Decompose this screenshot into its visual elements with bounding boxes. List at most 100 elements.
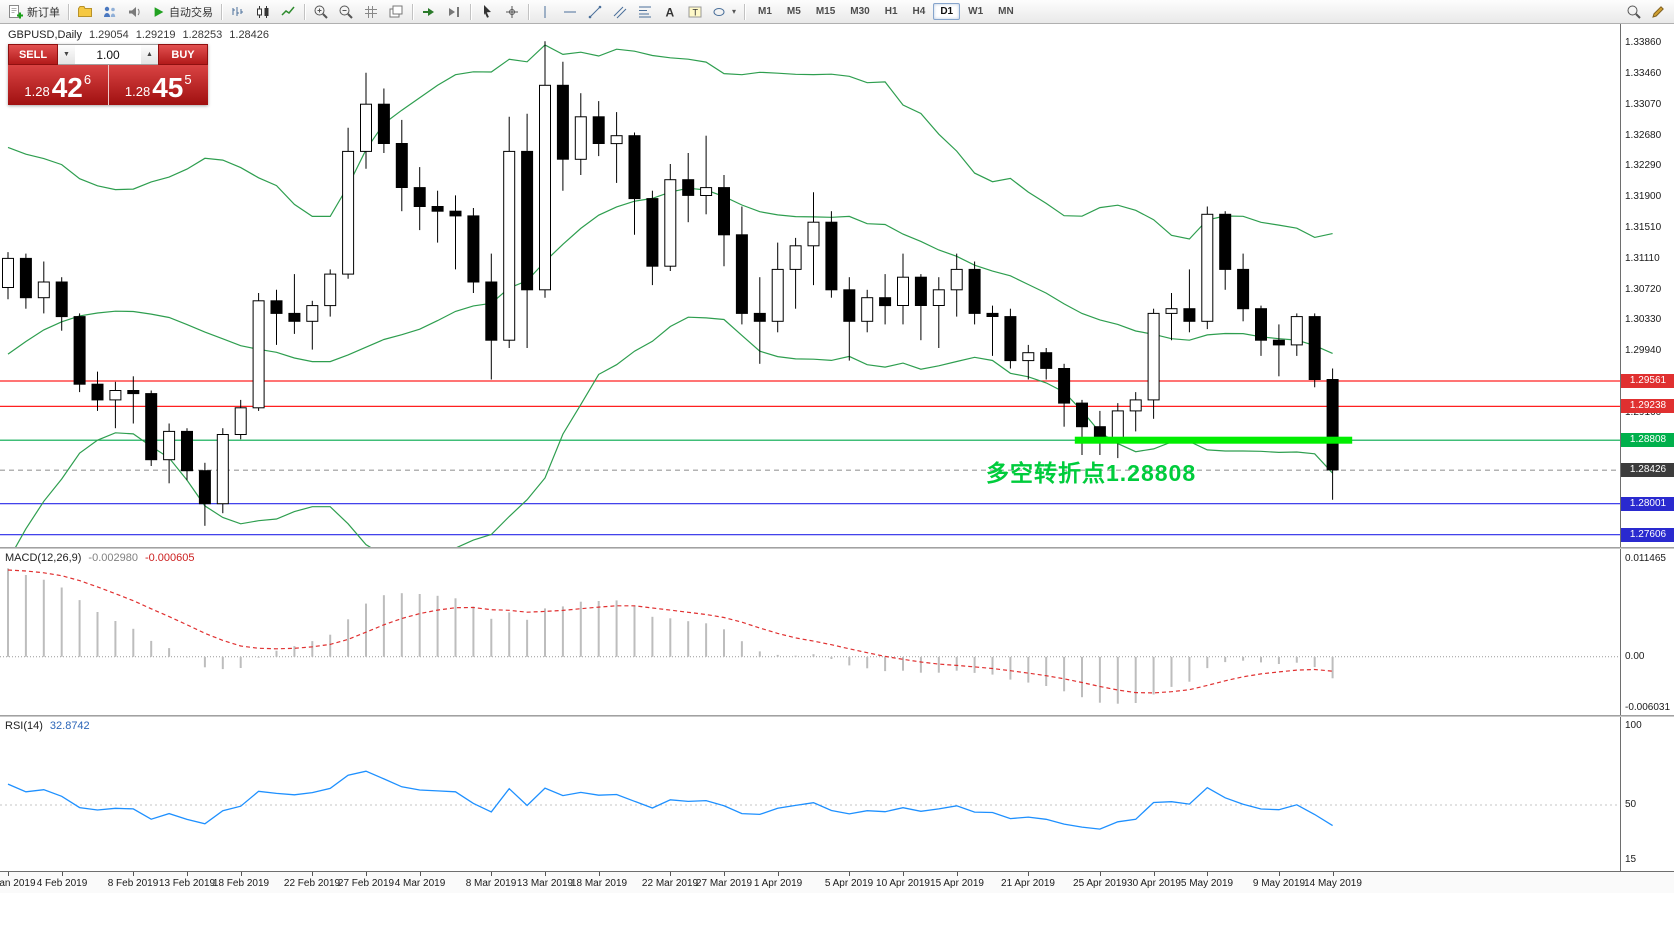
candle-body — [682, 179, 695, 196]
new-order-label: 新订单 — [27, 6, 60, 19]
buy-button[interactable]: BUY — [158, 44, 208, 65]
price-level-badge: 1.29561 — [1621, 374, 1674, 388]
macd-axis-tick: 0.011465 — [1625, 553, 1666, 564]
timeframe-button-mn[interactable]: MN — [998, 6, 1014, 17]
shapes-tool-button[interactable]: ▾ — [708, 2, 740, 22]
trendline-tool-button[interactable] — [583, 2, 607, 22]
shapes-icon — [713, 7, 725, 16]
candle-body — [753, 312, 766, 322]
candle-body — [127, 390, 140, 395]
open-value: 1.29054 — [88, 29, 129, 41]
time-axis-tickmark — [1279, 872, 1280, 876]
timeframe-button-m1[interactable]: M1 — [758, 6, 772, 17]
bar-chart-button[interactable] — [226, 2, 250, 22]
timeframe-button-m15[interactable]: M15 — [815, 6, 836, 17]
text-label-tool-button[interactable]: T — [683, 2, 707, 22]
fibonacci-tool-button[interactable] — [633, 2, 657, 22]
new-order-button[interactable]: 新订单 — [4, 2, 64, 22]
rsi-name: RSI(14) — [5, 720, 43, 732]
trendline-icon — [588, 5, 602, 18]
candle-body — [413, 187, 426, 208]
alerts-button[interactable] — [123, 2, 147, 22]
time-axis-tickmark — [670, 872, 671, 876]
timeframe-button-d1[interactable]: D1 — [933, 3, 961, 20]
close-value: 1.28426 — [229, 29, 270, 41]
edit-button[interactable] — [1646, 2, 1670, 22]
support-zone-highlight[interactable] — [1074, 436, 1353, 444]
toolbar-separator — [68, 3, 69, 20]
horizontal-line-icon — [564, 11, 576, 12]
auto-trading-button[interactable]: 自动交易 — [148, 2, 217, 22]
price-axis-tick: 1.30720 — [1625, 284, 1662, 295]
time-axis-label: 30 Jan 2019 — [0, 878, 36, 889]
candle-body — [216, 434, 229, 505]
crosshair-button[interactable] — [500, 2, 524, 22]
buy-price-point: 5 — [184, 72, 192, 87]
time-axis-tickmark — [903, 872, 904, 876]
time-axis-tickmark — [1100, 872, 1101, 876]
sell-button[interactable]: SELL — [8, 44, 58, 65]
price-axis-tick: 1.31900 — [1625, 191, 1662, 202]
candle-body — [843, 289, 856, 322]
candle-body — [646, 198, 659, 267]
time-axis-label: 4 Feb 2019 — [36, 878, 88, 889]
candle-body — [377, 103, 390, 144]
volume-input[interactable] — [75, 45, 141, 64]
time-axis-label: 30 Apr 2019 — [1127, 878, 1181, 889]
sell-price-prefix: 1.28 — [24, 84, 50, 100]
candle-body — [485, 281, 498, 341]
cursor-button[interactable] — [475, 2, 499, 22]
candle-body — [1308, 316, 1321, 381]
candle-body — [1219, 213, 1232, 270]
zoom-in-button[interactable] — [309, 2, 333, 22]
candle-body — [198, 470, 211, 505]
market-watch-icon — [104, 6, 116, 17]
price-chart-panel[interactable] — [0, 24, 1620, 547]
market-watch-button[interactable] — [98, 2, 122, 22]
rsi-indicator-panel[interactable] — [0, 717, 1620, 871]
buy-price-button[interactable]: 1.28 45 5 — [108, 65, 208, 105]
volume-up-button[interactable]: ▲ — [141, 44, 158, 65]
timeframe-button-m5[interactable]: M5 — [786, 6, 801, 17]
high-value: 1.29219 — [135, 29, 176, 41]
indicator-separator[interactable] — [0, 715, 1674, 717]
equidistant-channel-tool-button[interactable] — [608, 2, 632, 22]
macd-indicator-panel[interactable] — [0, 549, 1620, 715]
candle-body — [360, 103, 372, 152]
timeframe-button-h4[interactable]: H4 — [912, 6, 926, 17]
chart-shift-button[interactable] — [442, 2, 466, 22]
indicator-separator[interactable] — [0, 547, 1674, 549]
line-chart-button[interactable] — [276, 2, 300, 22]
candle-body — [55, 281, 68, 318]
text-tool-button[interactable]: A — [658, 2, 682, 22]
time-axis-tickmark — [62, 872, 63, 876]
search-button[interactable] — [1622, 2, 1646, 22]
candle-body — [556, 84, 569, 160]
grid-button[interactable] — [359, 2, 383, 22]
horizontal-line-tool-button[interactable] — [558, 2, 582, 22]
time-axis-tickmark — [599, 872, 600, 876]
time-axis-tickmark — [724, 872, 725, 876]
price-axis-tick: 1.30330 — [1625, 314, 1662, 325]
timeframe-button-m30[interactable]: M30 — [850, 6, 870, 17]
charts-button[interactable] — [73, 2, 97, 22]
candlestick-chart-button[interactable] — [251, 2, 275, 22]
auto-scroll-icon — [423, 7, 434, 16]
volume-down-button[interactable]: ▼ — [58, 44, 75, 65]
time-axis-tickmark — [8, 872, 9, 876]
time-axis-tickmark — [187, 872, 188, 876]
sell-price-button[interactable]: 1.28 42 6 — [8, 65, 109, 105]
zoom-out-button[interactable] — [334, 2, 358, 22]
vertical-line-tool-button[interactable] — [533, 2, 557, 22]
price-axis[interactable]: 1.33860 1.33460 1.33070 1.32680 1.32290 1.319… — [1620, 24, 1674, 871]
time-axis-tickmark — [957, 872, 958, 876]
cascade-windows-button[interactable] — [384, 2, 408, 22]
timeframe-button-h1[interactable]: H1 — [884, 6, 898, 17]
sell-price-pips: 42 — [51, 72, 83, 104]
timeframe-button-w1[interactable]: W1 — [968, 6, 984, 17]
price-level-badge: 1.28001 — [1621, 497, 1674, 511]
turning-point-annotation[interactable]: 多空转折点1.28808 — [986, 460, 1197, 486]
auto-scroll-button[interactable] — [417, 2, 441, 22]
